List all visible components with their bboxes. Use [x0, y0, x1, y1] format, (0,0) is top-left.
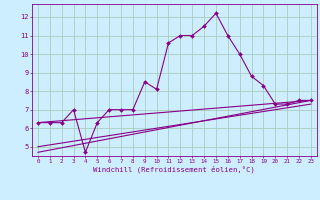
- X-axis label: Windchill (Refroidissement éolien,°C): Windchill (Refroidissement éolien,°C): [93, 166, 255, 173]
